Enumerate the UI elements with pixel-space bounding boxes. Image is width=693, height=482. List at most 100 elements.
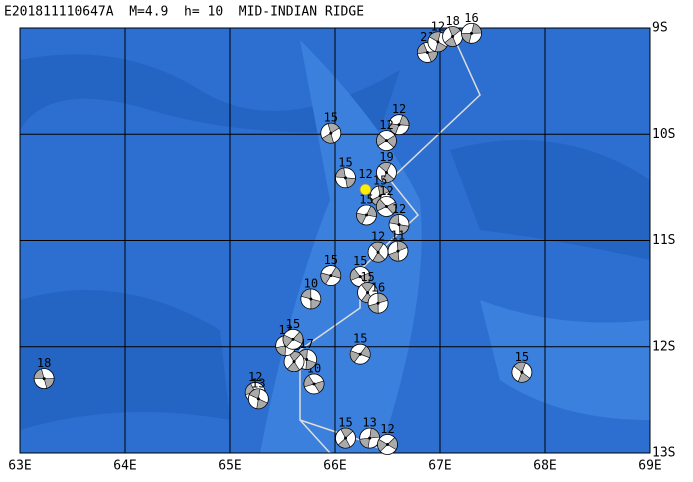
beachball-center bbox=[329, 131, 333, 135]
beachball-compression bbox=[282, 331, 304, 348]
beachball-center bbox=[425, 50, 429, 54]
x-tick-label: 64E bbox=[113, 459, 136, 474]
beachball-compression bbox=[335, 167, 356, 188]
x-tick-label: 66E bbox=[323, 459, 346, 474]
beachball-center bbox=[344, 436, 347, 440]
focal-mechanism bbox=[442, 26, 464, 47]
depth-label: 12 bbox=[248, 370, 262, 384]
depth-label: 12 bbox=[431, 19, 445, 33]
beachball-center bbox=[305, 358, 309, 361]
x-tick-label: 65E bbox=[218, 459, 241, 474]
beachball-center bbox=[386, 443, 389, 446]
depth-label: 15 bbox=[324, 111, 338, 125]
beachball-center bbox=[376, 250, 380, 254]
depth-label: 15 bbox=[373, 173, 387, 187]
beachball-center bbox=[470, 31, 473, 35]
focal-mechanism bbox=[349, 343, 371, 365]
beachball-center bbox=[396, 249, 400, 253]
depth-label: 19 bbox=[379, 150, 393, 164]
focal-mechanism bbox=[511, 361, 533, 383]
beachball-center bbox=[520, 370, 524, 374]
bathymetry bbox=[450, 140, 650, 260]
beachball-center bbox=[292, 360, 296, 364]
focal-mechanism bbox=[376, 162, 397, 183]
focal-mechanism bbox=[388, 214, 410, 235]
focal-mechanism bbox=[320, 265, 342, 286]
y-tick-label: 10S bbox=[652, 127, 675, 142]
beachball-compression bbox=[320, 266, 342, 285]
y-tick-label: 9S bbox=[652, 21, 668, 36]
beachball-center bbox=[256, 397, 260, 401]
focal-mechanism bbox=[33, 368, 55, 390]
depth-label: 12 bbox=[379, 118, 393, 132]
focal-mechanism bbox=[461, 22, 482, 44]
focal-mechanism bbox=[367, 241, 389, 263]
depth-label: 18 bbox=[445, 14, 459, 28]
depth-label: 16 bbox=[371, 281, 385, 295]
x-tick-label: 67E bbox=[428, 459, 451, 474]
x-tick-label: 63E bbox=[8, 459, 31, 474]
map-title: E201811110647A M=4.9 h= 10 MID-INDIAN RI… bbox=[4, 5, 364, 20]
beachball-compression bbox=[33, 368, 55, 389]
beachball-compression bbox=[388, 214, 410, 235]
beachball-compression bbox=[303, 375, 325, 393]
focal-mechanism bbox=[387, 240, 409, 262]
focal-mechanism bbox=[247, 388, 269, 410]
depth-label: 15 bbox=[359, 193, 373, 207]
beachball-center bbox=[312, 382, 316, 386]
depth-label: 13 bbox=[251, 376, 265, 390]
depth-label: 16 bbox=[464, 11, 478, 25]
y-tick-label: 12S bbox=[652, 339, 675, 354]
beachball-center bbox=[365, 213, 368, 217]
depth-label: 15 bbox=[353, 332, 367, 346]
beachball-center bbox=[384, 139, 388, 143]
focal-mechanism bbox=[356, 204, 377, 226]
depth-label: 12 bbox=[380, 422, 394, 436]
focal-mechanism bbox=[377, 434, 398, 455]
beachball-compression bbox=[349, 345, 371, 363]
beachball-center bbox=[397, 223, 401, 227]
focal-mechanism bbox=[282, 328, 304, 350]
beachball-center bbox=[451, 35, 455, 38]
beachball-compression bbox=[461, 23, 482, 44]
main-event bbox=[359, 183, 372, 196]
beachball-center bbox=[358, 352, 362, 356]
depth-label: 15 bbox=[515, 350, 529, 364]
beachball-compression bbox=[300, 288, 321, 310]
depth-label: 12 bbox=[371, 230, 385, 244]
bathymetry bbox=[480, 300, 650, 420]
beachball-center bbox=[436, 40, 440, 44]
beachball-compression bbox=[444, 26, 461, 47]
focal-mechanism bbox=[367, 292, 389, 314]
depth-label: 15 bbox=[360, 270, 374, 284]
depth-label: 11 bbox=[391, 229, 405, 243]
beachball-center bbox=[358, 275, 362, 279]
y-tick-label: 11S bbox=[652, 233, 675, 248]
depth-label: 12 bbox=[392, 202, 406, 216]
beachball-center bbox=[397, 123, 401, 127]
focal-mechanism bbox=[335, 427, 356, 449]
beachball-center bbox=[309, 297, 313, 301]
beachball-compression bbox=[359, 427, 380, 449]
depth-label: 13 bbox=[362, 416, 376, 430]
beachball-compression bbox=[388, 115, 410, 135]
beachball-center bbox=[384, 205, 388, 208]
beachball-center bbox=[368, 436, 372, 440]
map-border bbox=[19, 27, 651, 454]
focal-mechanism bbox=[376, 130, 397, 152]
depth-label: 15 bbox=[338, 416, 352, 430]
depth-label: 15 bbox=[353, 254, 367, 268]
beachball-center bbox=[384, 171, 388, 174]
beachball-center bbox=[329, 274, 333, 278]
depth-label: 12 bbox=[379, 184, 393, 198]
beachball-center bbox=[366, 291, 370, 295]
depth-label: 12 bbox=[392, 102, 406, 116]
y-tick-label: 13S bbox=[652, 446, 675, 461]
beachball-center bbox=[376, 301, 380, 305]
focal-mechanism bbox=[376, 196, 397, 217]
depth-label: 18 bbox=[37, 356, 51, 370]
depth-label: 12 bbox=[358, 167, 372, 181]
x-tick-label: 69E bbox=[638, 459, 661, 474]
beachball-compression bbox=[376, 133, 397, 148]
